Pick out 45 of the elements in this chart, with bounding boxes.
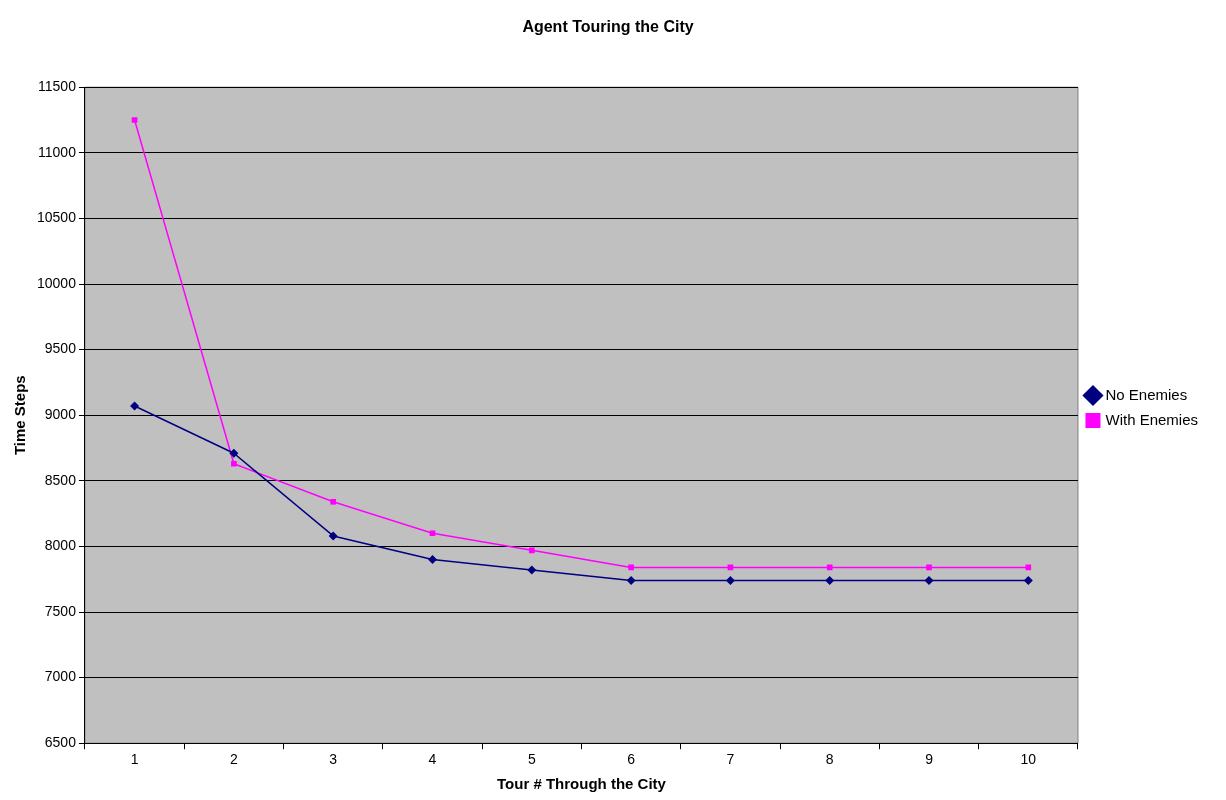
point <box>825 576 835 586</box>
legend-label: No Enemies <box>1105 385 1188 403</box>
y-axis-title: Time Steps <box>11 375 29 456</box>
x-tick-label: 10 <box>1020 751 1037 768</box>
point <box>826 564 833 571</box>
x-tick-label: 8 <box>825 751 834 768</box>
x-tick-label: 5 <box>527 751 536 768</box>
point <box>628 564 634 571</box>
x-tick-label: 1 <box>130 751 139 768</box>
y-tick-label: 6500 <box>44 734 77 751</box>
y-tick-label: 7000 <box>44 668 77 685</box>
y-tick-label: 11500 <box>38 78 77 95</box>
point <box>428 555 437 565</box>
y-tick-label: 10500 <box>36 209 77 226</box>
point <box>229 448 239 458</box>
x-tick-label: 3 <box>329 751 338 768</box>
y-tick-label: 8000 <box>44 537 77 554</box>
point <box>330 498 337 505</box>
point <box>231 460 237 467</box>
y-tick-label: 11000 <box>38 143 77 160</box>
y-tick-label: 7500 <box>44 602 77 619</box>
y-tick-label: 8500 <box>44 471 77 488</box>
point <box>926 564 932 571</box>
point <box>528 547 535 554</box>
point <box>924 576 934 586</box>
x-tick-label: 7 <box>726 751 735 768</box>
point <box>626 576 636 586</box>
y-tick-label: 9500 <box>44 340 77 357</box>
legend-label: With Enemies <box>1105 410 1198 428</box>
x-axis-title: Tour # Through the City <box>497 775 667 793</box>
point <box>725 576 735 586</box>
x-tick-label: 4 <box>428 751 437 768</box>
y-tick-label: 10000 <box>36 274 77 291</box>
x-tick-label: 2 <box>229 751 238 768</box>
chart-title: Agent Touring the City <box>522 18 694 36</box>
point <box>130 401 140 411</box>
point <box>527 565 537 575</box>
point <box>131 117 138 123</box>
point <box>328 531 338 541</box>
point <box>1023 576 1033 586</box>
x-tick-label: 6 <box>627 751 636 768</box>
y-tick-label: 9000 <box>44 406 77 423</box>
x-tick-label: 9 <box>925 751 934 768</box>
point <box>429 530 436 537</box>
point <box>1025 564 1032 571</box>
